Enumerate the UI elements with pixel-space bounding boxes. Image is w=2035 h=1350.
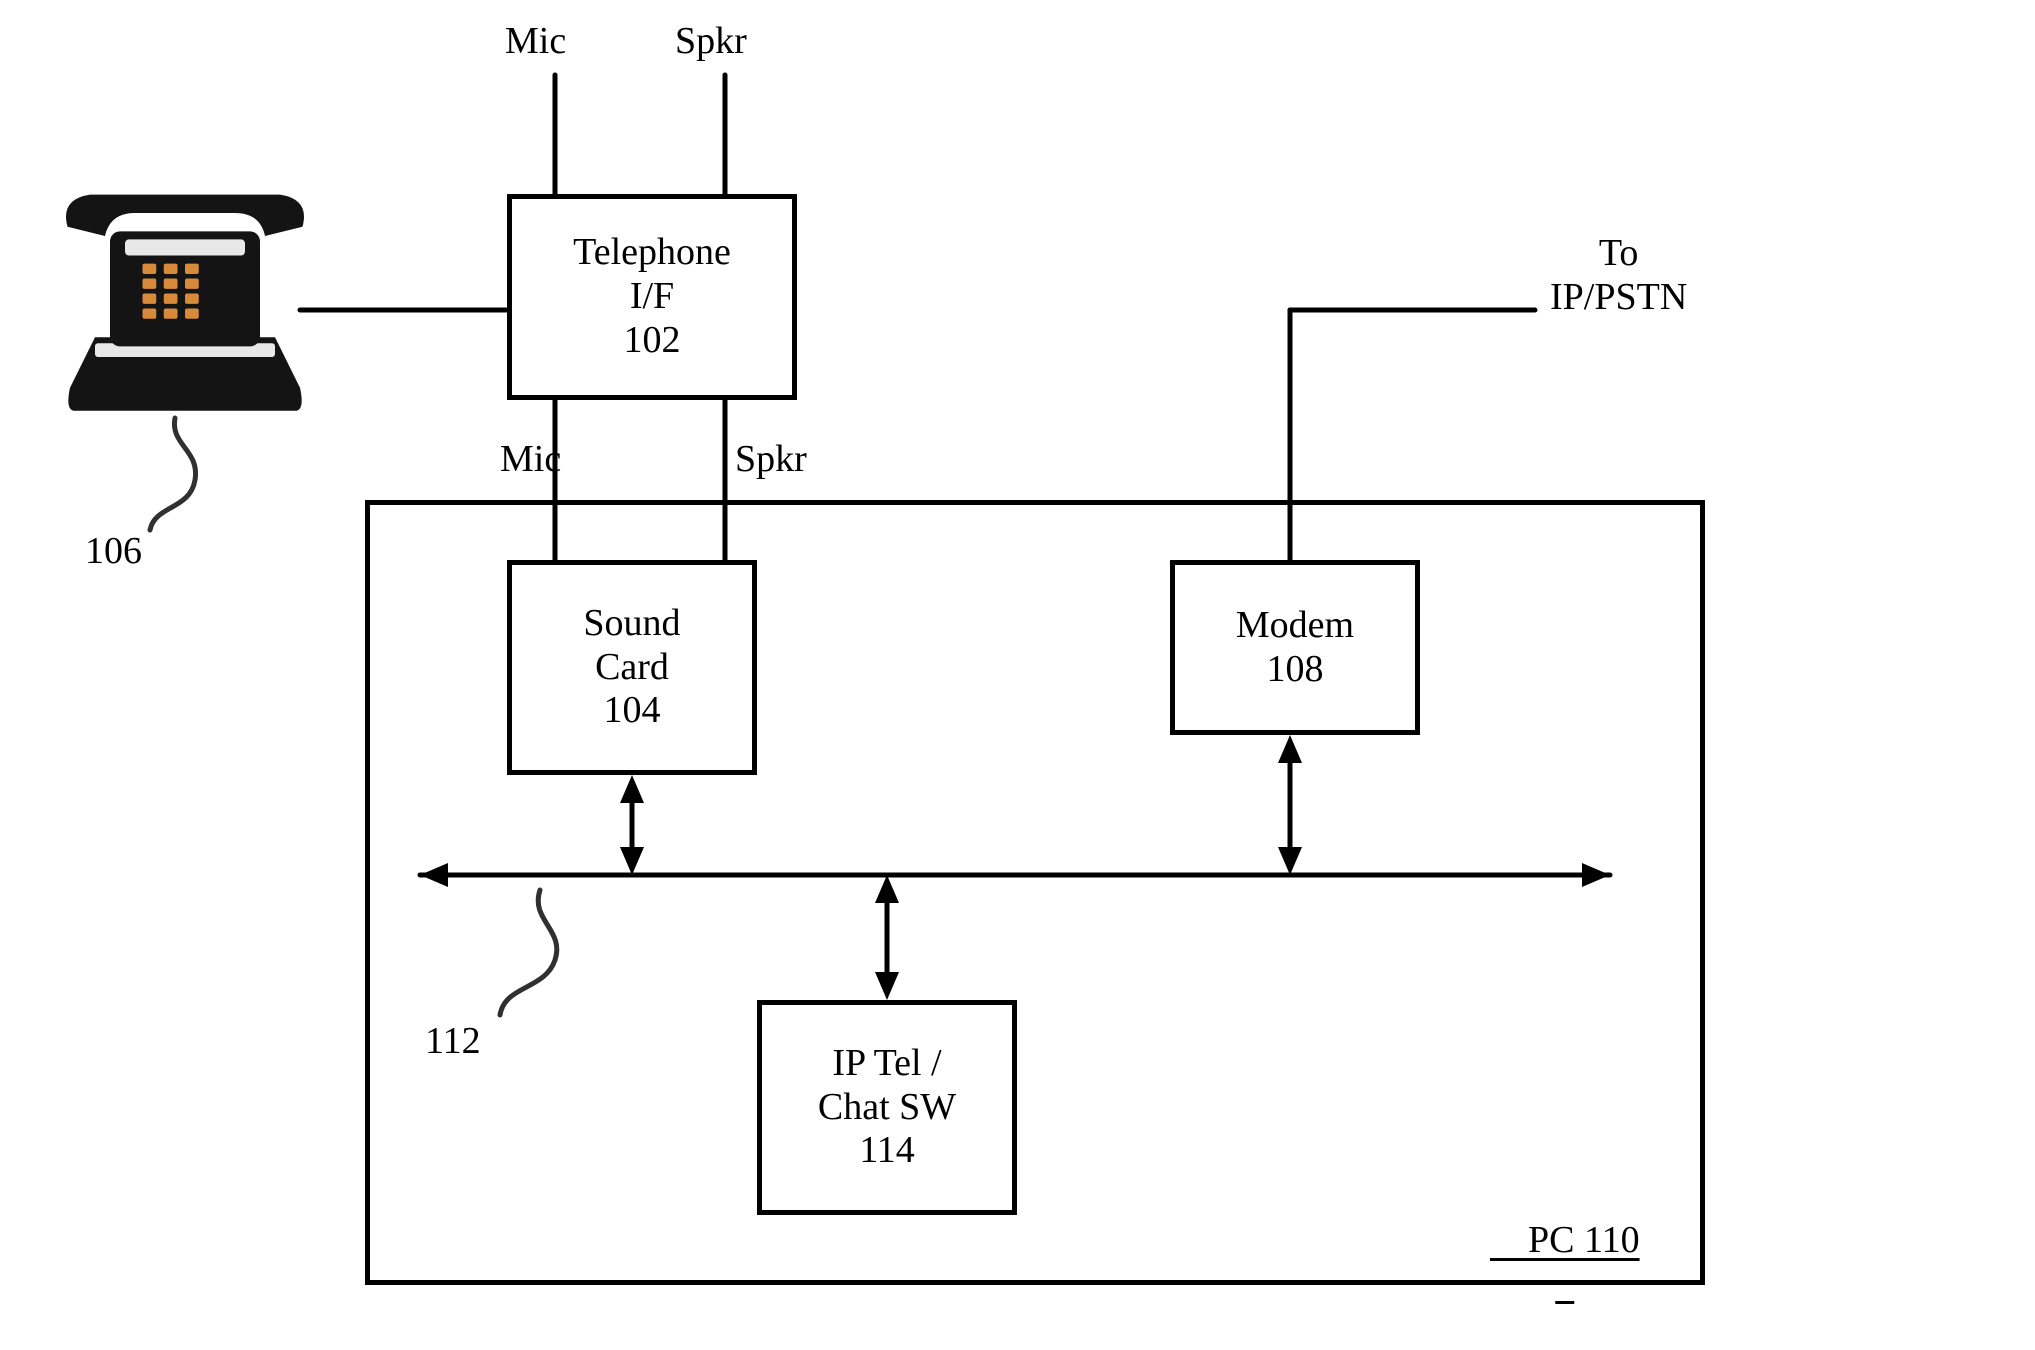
iptel-line2: Chat SW (818, 1086, 956, 1130)
mic-mid-label: Mic (500, 438, 561, 482)
sound-card-line2: Card (595, 646, 669, 690)
pc-label: PC 110 (1490, 1175, 1640, 1306)
mic-top-label: Mic (505, 20, 566, 64)
pc-label-text: PC 110 (1528, 1219, 1640, 1261)
iptel-line1: IP Tel / (832, 1042, 941, 1086)
phone-icon (66, 195, 304, 411)
telephone-if-line3: 102 (624, 319, 681, 363)
modem-line2: 108 (1267, 648, 1324, 692)
diagram-stage: PC 110 Telephone I/F 102 Sound Card 104 … (0, 0, 2035, 1350)
sound-card-box: Sound Card 104 (507, 560, 757, 775)
sound-card-line1: Sound (583, 602, 680, 646)
spkr-top-label: Spkr (675, 20, 747, 64)
modem-line1: Modem (1236, 604, 1354, 648)
sound-card-line3: 104 (604, 689, 661, 733)
ref-112-label: 112 (425, 1020, 481, 1064)
telephone-if-box: Telephone I/F 102 (507, 194, 797, 400)
spkr-mid-label: Spkr (735, 438, 807, 482)
iptel-line3: 114 (859, 1129, 915, 1173)
ip-pstn-label: To IP/PSTN (1550, 232, 1687, 319)
telephone-if-line1: Telephone (573, 231, 731, 275)
iptel-box: IP Tel / Chat SW 114 (757, 1000, 1017, 1215)
telephone-if-line2: I/F (630, 275, 674, 319)
ref-106-label: 106 (85, 530, 142, 574)
modem-box: Modem 108 (1170, 560, 1420, 735)
